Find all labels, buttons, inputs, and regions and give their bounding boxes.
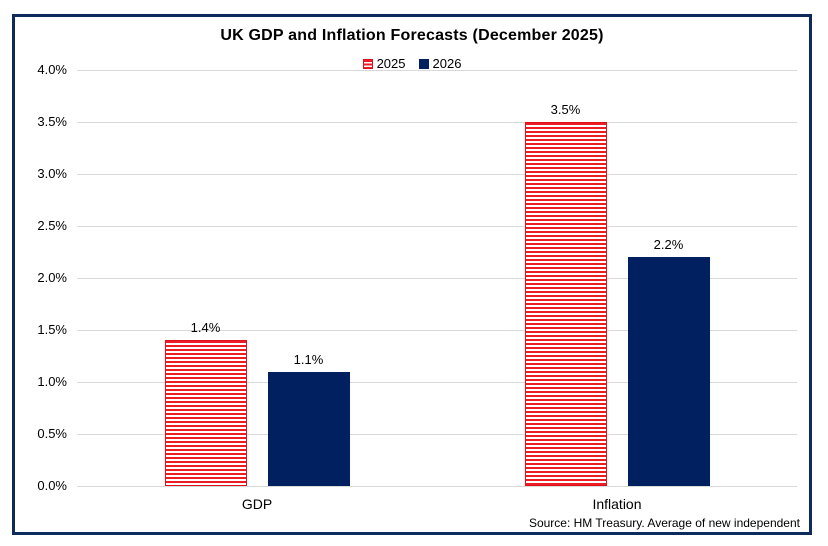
- gridline-0.0%: [77, 486, 797, 487]
- gridline-2.5%: [77, 226, 797, 227]
- legend-label: 2026: [432, 56, 462, 71]
- gridline-0.5%: [77, 434, 797, 435]
- legend-item-2025: 2025: [362, 56, 406, 71]
- bar-gdp-2026: [267, 371, 350, 486]
- y-tick-label: 1.0%: [37, 374, 67, 389]
- bar-inflation-2026: [627, 257, 710, 486]
- y-tick-label: 0.0%: [37, 478, 67, 493]
- gridline-3.5%: [77, 122, 797, 123]
- gridline-3.0%: [77, 174, 797, 175]
- legend-item-2026: 2026: [418, 56, 462, 71]
- x-category-label-gdp: GDP: [241, 496, 273, 512]
- legend-label: 2025: [376, 56, 406, 71]
- legend-swatch-icon-2025: [362, 58, 373, 69]
- gridline-4.0%: [77, 70, 797, 71]
- value-label-gdp-2025: 1.4%: [190, 320, 221, 336]
- y-tick-label: 2.5%: [37, 218, 67, 233]
- value-label-gdp-2026: 1.1%: [293, 351, 324, 367]
- legend-swatch-icon-2026: [418, 58, 429, 69]
- y-tick-label: 3.0%: [37, 166, 67, 181]
- value-label-inflation-2026: 2.2%: [653, 237, 684, 253]
- gridline-2.0%: [77, 278, 797, 279]
- chart-legend: 2025 2026: [15, 56, 809, 71]
- plot-area: 0.0% 0.5% 1.0% 1.5% 2.0% 2.5% 3.0% 3.5% 4.0% 1.4%…: [15, 17, 809, 532]
- gridline-1.0%: [77, 382, 797, 383]
- y-tick-label: 1.5%: [37, 322, 67, 337]
- y-tick-label: 4.0%: [37, 62, 67, 77]
- chart-frame: UK GDP and Inflation Forecasts (December…: [12, 14, 812, 535]
- x-category-label-inflation: Inflation: [592, 496, 642, 512]
- bar-inflation-2025: [524, 122, 607, 486]
- value-label-inflation-2025: 3.5%: [550, 102, 581, 117]
- source-note: Source: HM Treasury. Average of new inde…: [528, 516, 800, 530]
- gridline-1.5%: [77, 330, 797, 331]
- bar-gdp-2025: [164, 340, 247, 486]
- y-tick-label: 0.5%: [37, 426, 67, 441]
- y-tick-label: 3.5%: [37, 114, 67, 129]
- chart-title: UK GDP and Inflation Forecasts (December…: [220, 27, 604, 44]
- y-tick-label: 2.0%: [37, 270, 67, 285]
